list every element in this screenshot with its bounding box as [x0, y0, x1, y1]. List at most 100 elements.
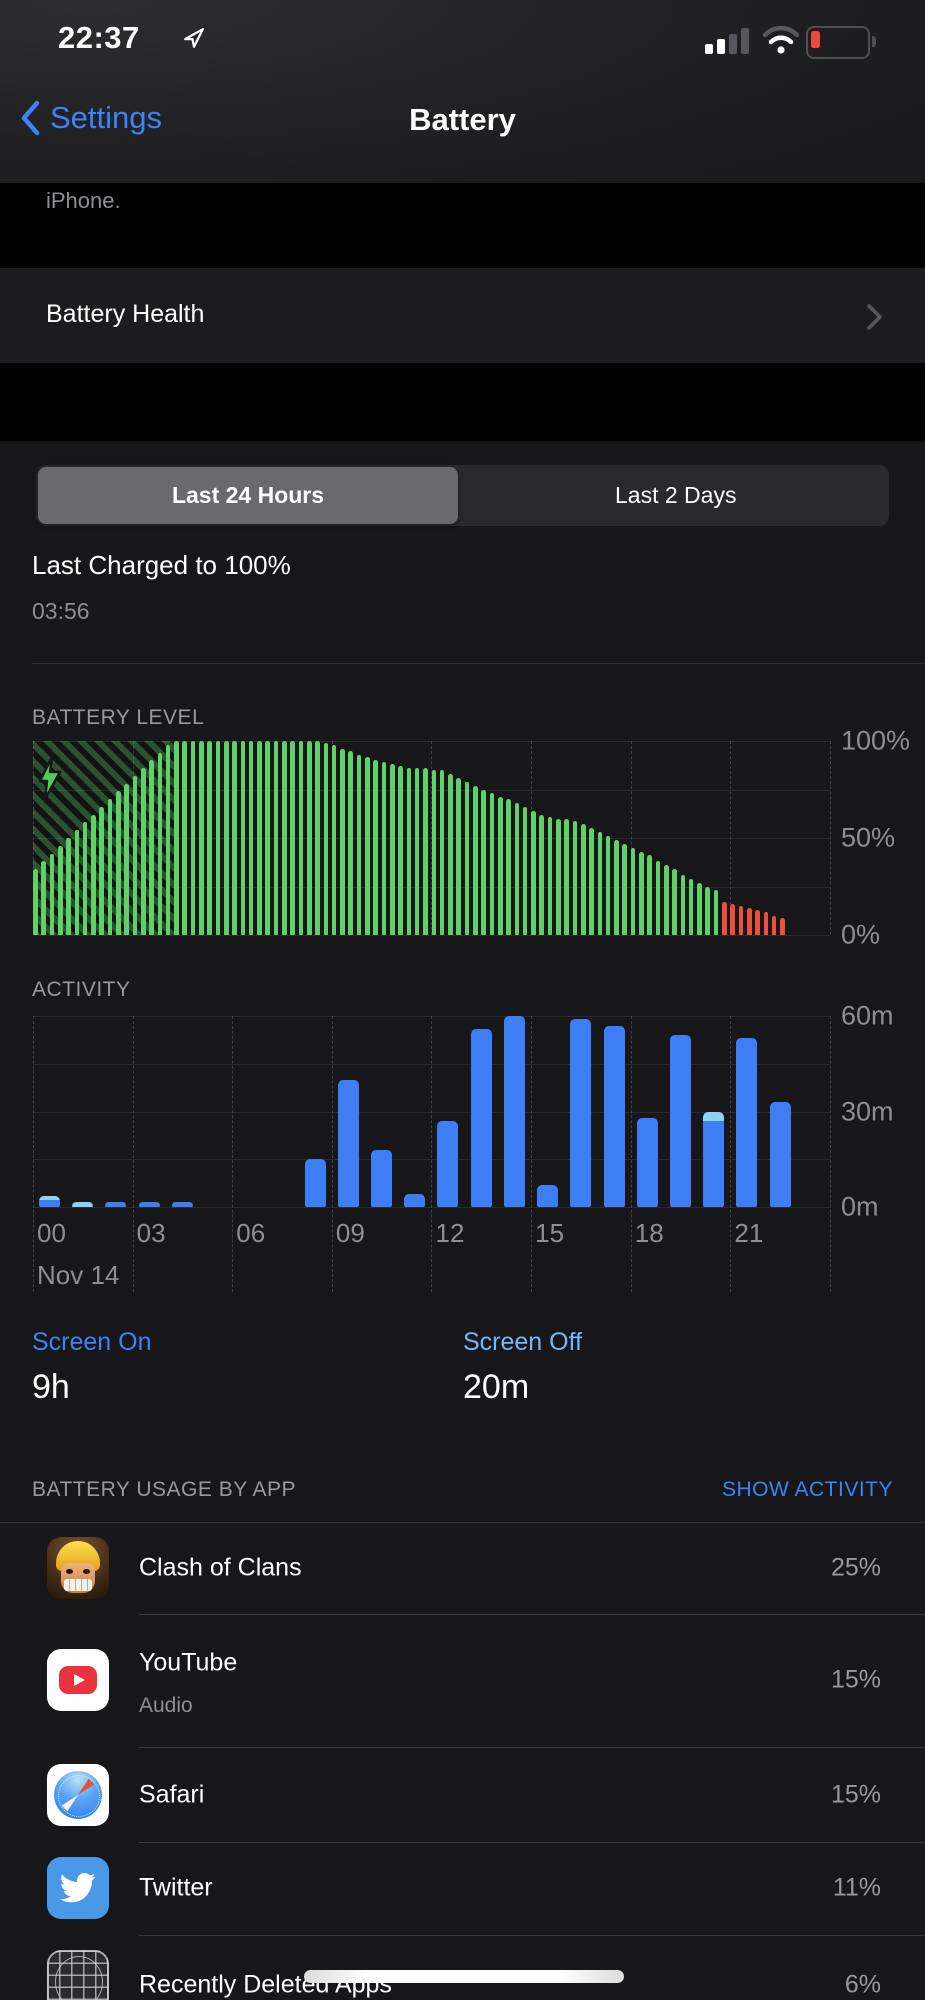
battery-bar: [116, 791, 121, 935]
battery-bar: [763, 911, 769, 935]
app-name: Clash of Clans: [139, 1553, 302, 1582]
battery-level-chart: [33, 741, 831, 936]
battery-bar: [140, 768, 146, 935]
screen-off-value: 20m: [463, 1368, 530, 1406]
battery-bar: [149, 760, 154, 935]
battery-bar: [389, 764, 395, 935]
y-axis-label: 100%: [841, 725, 911, 756]
battery-bar: [506, 799, 511, 935]
battery-bar: [556, 818, 561, 935]
activity-bar: [39, 1195, 60, 1207]
app-battery-percent: 15%: [830, 1665, 881, 1694]
twitter-icon: [47, 1857, 109, 1919]
activity-bar: [404, 1194, 426, 1207]
battery-bar: [572, 820, 578, 935]
battery-bar: [663, 865, 669, 935]
battery-bar: [473, 785, 478, 935]
activity-bar: [371, 1149, 393, 1207]
battery-bar: [589, 828, 594, 935]
battery-bar: [381, 762, 387, 935]
battery-bar: [99, 806, 104, 935]
y-axis-label: 30m: [841, 1096, 894, 1126]
activity-bar: [503, 1016, 525, 1207]
battery-bar: [771, 915, 777, 935]
tab-last-2-days[interactable]: Last 2 Days: [615, 482, 737, 508]
battery-bar: [464, 781, 470, 935]
charging-bolt-icon: [38, 756, 62, 800]
activity-bar: [337, 1079, 359, 1207]
battery-bar: [713, 890, 719, 935]
battery-bar: [57, 845, 63, 935]
recently-deleted-icon: [47, 1950, 109, 2000]
battery-bar: [722, 902, 727, 935]
battery-bar: [290, 741, 295, 935]
battery-bar: [522, 806, 528, 935]
activity-bar: [703, 1111, 725, 1207]
battery-bar: [273, 741, 279, 935]
battery-status-icon: [806, 26, 876, 59]
activity-bar: [470, 1028, 492, 1207]
x-axis-label: 09: [335, 1218, 365, 1248]
battery-bar: [730, 903, 735, 935]
activity-bar: [171, 1202, 193, 1207]
battery-bar: [373, 760, 378, 935]
battery-bar: [597, 832, 603, 935]
activity-bar: [570, 1019, 592, 1207]
battery-bar: [257, 741, 262, 935]
home-indicator[interactable]: [304, 1970, 624, 1983]
app-name: Twitter: [139, 1873, 213, 1902]
battery-usage-header: BATTERY USAGE BY APP: [32, 1478, 297, 1501]
battery-bar: [348, 750, 354, 935]
screen-off-label[interactable]: Screen Off: [463, 1328, 583, 1356]
battery-bar: [746, 907, 752, 935]
battery-bar: [489, 793, 495, 935]
battery-bar: [306, 741, 312, 935]
back-button[interactable]: Settings: [20, 100, 162, 136]
location-arrow-icon: [184, 28, 204, 48]
battery-bar: [232, 741, 237, 935]
battery-bar: [605, 836, 611, 935]
battery-bar: [248, 741, 254, 935]
battery-bar: [655, 861, 661, 935]
safari-icon: [47, 1764, 109, 1826]
divider: [0, 1522, 925, 1523]
battery-bar: [340, 748, 345, 935]
date-label: Nov 14: [37, 1260, 120, 1290]
battery-bar: [132, 775, 138, 935]
battery-bar: [199, 741, 204, 935]
screen-on-label[interactable]: Screen On: [32, 1328, 152, 1356]
back-label: Settings: [50, 100, 163, 135]
battery-bar: [66, 838, 71, 935]
top-bar: 22:37 Settings Battery: [0, 0, 925, 183]
battery-health-row[interactable]: Battery Health: [0, 268, 925, 363]
x-axis-label: 21: [734, 1218, 764, 1248]
x-axis-label: 00: [37, 1218, 66, 1248]
youtube-icon: [47, 1649, 109, 1711]
battery-bar: [639, 851, 644, 935]
tab-last-24-hours[interactable]: Last 24 Hours: [38, 467, 458, 524]
activity-bar: [636, 1117, 658, 1207]
battery-bar: [431, 770, 437, 935]
battery-bar: [738, 905, 744, 935]
y-axis-label: 60m: [841, 1000, 894, 1031]
app-usage-note: Audio: [139, 1694, 193, 1717]
battery-bar: [323, 742, 329, 935]
clash-of-clans-icon: [47, 1537, 109, 1599]
app-name: YouTube: [139, 1648, 238, 1677]
battery-bar: [182, 741, 188, 935]
show-activity-button[interactable]: SHOW ACTIVITY: [721, 1478, 893, 1501]
last-charged-time: 03:56: [32, 598, 90, 624]
battery-bar: [165, 744, 171, 935]
battery-bar: [74, 830, 80, 935]
battery-usage-card: [0, 441, 925, 2000]
battery-bar: [539, 814, 545, 935]
battery-bar: [780, 917, 785, 935]
activity-bar: [537, 1184, 559, 1207]
activity-header: ACTIVITY: [32, 978, 131, 1001]
battery-bar: [614, 839, 619, 935]
battery-bar: [107, 799, 113, 935]
battery-bar: [33, 869, 38, 935]
x-axis-label: 06: [236, 1218, 266, 1248]
battery-bar: [265, 741, 271, 935]
